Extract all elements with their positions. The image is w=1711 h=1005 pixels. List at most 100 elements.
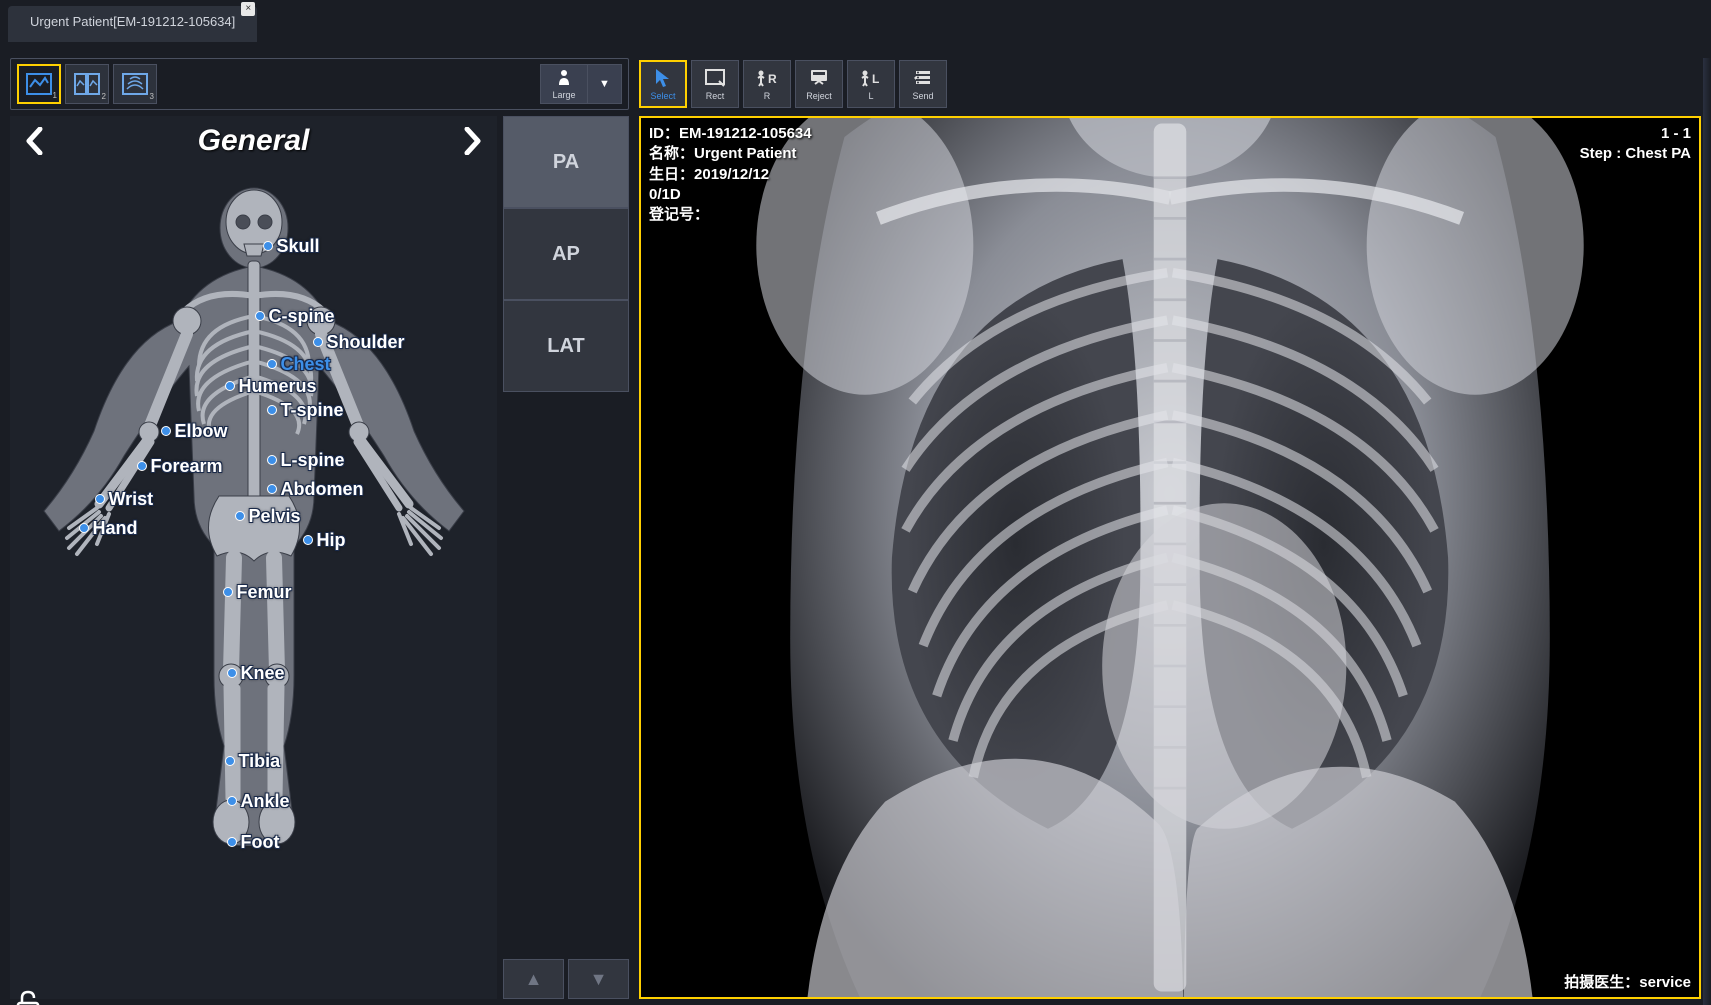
mark-l-icon: L xyxy=(860,68,882,88)
body-category-title: General xyxy=(198,124,310,158)
tab-bar: Urgent Patient[EM-191212-105634] × xyxy=(8,6,257,42)
reject-icon xyxy=(809,68,829,88)
region-skull[interactable]: Skull xyxy=(263,236,320,257)
region-wrist[interactable]: Wrist xyxy=(95,489,154,510)
projection-nav: ▲ ▼ xyxy=(503,959,629,999)
body-area: General xyxy=(10,116,629,999)
region-dot-icon xyxy=(267,405,277,415)
image-index: 1 - 1 xyxy=(1661,125,1691,142)
region-dot-icon xyxy=(225,756,235,766)
region-knee[interactable]: Knee xyxy=(227,663,285,684)
tool-r[interactable]: RR xyxy=(743,60,791,108)
region-dot-icon xyxy=(263,241,273,251)
region-dot-icon xyxy=(227,668,237,678)
projection-up-button[interactable]: ▲ xyxy=(503,959,564,999)
region-forearm[interactable]: Forearm xyxy=(137,456,223,477)
id-value: EM-191212-105634 xyxy=(679,125,812,142)
region-lspine[interactable]: L-spine xyxy=(267,450,345,471)
tool-l[interactable]: LL xyxy=(847,60,895,108)
size-dropdown[interactable]: ▼ xyxy=(588,64,622,104)
close-icon[interactable]: × xyxy=(241,2,255,16)
region-cspine[interactable]: C-spine xyxy=(255,306,335,327)
region-dot-icon xyxy=(303,535,313,545)
region-tibia[interactable]: Tibia xyxy=(225,751,281,772)
right-toolbar: SelectRectRRRejectLLSend xyxy=(639,58,1701,110)
triangle-down-icon: ▼ xyxy=(590,969,608,990)
chevron-down-icon: ▼ xyxy=(599,78,610,90)
svg-text:R: R xyxy=(768,72,777,86)
region-dot-icon xyxy=(95,494,105,504)
size-label: Large xyxy=(552,90,575,100)
region-abdomen[interactable]: Abdomen xyxy=(267,479,364,500)
tool-reject[interactable]: Reject xyxy=(795,60,843,108)
right-edge-strip xyxy=(1703,58,1711,1005)
region-dot-icon xyxy=(267,455,277,465)
name-label: 名称： xyxy=(649,145,694,162)
size-control: Large ▼ xyxy=(540,64,622,104)
region-tspine[interactable]: T-spine xyxy=(267,400,344,421)
region-elbow[interactable]: Elbow xyxy=(161,421,228,442)
rect-icon xyxy=(705,68,725,88)
name-value: Urgent Patient xyxy=(694,145,797,162)
tab-title: Urgent Patient[EM-191212-105634] xyxy=(30,14,235,29)
doctor-value: service xyxy=(1639,974,1691,991)
region-pelvis[interactable]: Pelvis xyxy=(235,506,301,527)
tool-send[interactable]: Send xyxy=(899,60,947,108)
size-button[interactable]: Large xyxy=(540,64,588,104)
projection-lat[interactable]: LAT xyxy=(503,300,629,392)
region-dot-icon xyxy=(227,837,237,847)
projection-column: PAAPLAT ▲ ▼ xyxy=(503,116,629,999)
step-label: Step : xyxy=(1580,145,1626,162)
region-dot-icon xyxy=(225,381,235,391)
tool-select[interactable]: Select xyxy=(639,60,687,108)
body-header: General xyxy=(10,124,497,158)
svg-text:L: L xyxy=(872,72,879,86)
region-foot[interactable]: Foot xyxy=(227,832,280,853)
age-value: 0/1D xyxy=(649,186,681,203)
mode-2[interactable]: 2 xyxy=(65,64,109,104)
overlay-bottom-right: 拍摄医生：service xyxy=(1564,973,1691,993)
region-dot-icon xyxy=(313,337,323,347)
tool-rect[interactable]: Rect xyxy=(691,60,739,108)
accession-label: 登记号： xyxy=(649,206,709,223)
region-dot-icon xyxy=(267,484,277,494)
image-viewer[interactable]: ID：EM-191212-105634 名称：Urgent Patient 生日… xyxy=(639,116,1701,999)
next-category-button[interactable] xyxy=(455,124,489,158)
step-value: Chest PA xyxy=(1625,145,1691,162)
left-toolbar: 123 Large ▼ xyxy=(10,58,629,110)
xray-image xyxy=(641,118,1699,997)
left-panel: 123 Large ▼ Gene xyxy=(0,50,635,1005)
region-femur[interactable]: Femur xyxy=(223,582,292,603)
prev-category-button[interactable] xyxy=(18,124,52,158)
mark-r-icon: R xyxy=(756,68,778,88)
region-dot-icon xyxy=(161,426,171,436)
region-chest[interactable]: Chest xyxy=(267,354,331,375)
region-dot-icon xyxy=(223,587,233,597)
region-dot-icon xyxy=(255,311,265,321)
projection-ap[interactable]: AP xyxy=(503,208,629,300)
patient-tab[interactable]: Urgent Patient[EM-191212-105634] × xyxy=(8,6,257,42)
main-layout: 123 Large ▼ Gene xyxy=(0,50,1711,1005)
mode-1[interactable]: 1 xyxy=(17,64,61,104)
dob-label: 生日： xyxy=(649,166,694,183)
region-hand[interactable]: Hand xyxy=(79,518,138,539)
region-dot-icon xyxy=(235,511,245,521)
region-dot-icon xyxy=(137,461,147,471)
overlay-top-left: ID：EM-191212-105634 名称：Urgent Patient 生日… xyxy=(649,124,812,225)
region-shoulder[interactable]: Shoulder xyxy=(313,332,405,353)
projection-pa[interactable]: PA xyxy=(503,116,629,208)
lock-icon[interactable] xyxy=(14,990,42,1005)
region-dot-icon xyxy=(227,796,237,806)
region-hip[interactable]: Hip xyxy=(303,530,346,551)
doctor-label: 拍摄医生： xyxy=(1564,974,1639,991)
region-dot-icon xyxy=(79,523,89,533)
send-icon xyxy=(913,68,933,88)
projection-down-button[interactable]: ▼ xyxy=(568,959,629,999)
region-ankle[interactable]: Ankle xyxy=(227,791,290,812)
mode-3[interactable]: 3 xyxy=(113,64,157,104)
triangle-up-icon: ▲ xyxy=(525,969,543,990)
region-humerus[interactable]: Humerus xyxy=(225,376,317,397)
cursor-icon xyxy=(654,68,672,88)
region-dot-icon xyxy=(267,359,277,369)
dob-value: 2019/12/12 xyxy=(694,166,769,183)
